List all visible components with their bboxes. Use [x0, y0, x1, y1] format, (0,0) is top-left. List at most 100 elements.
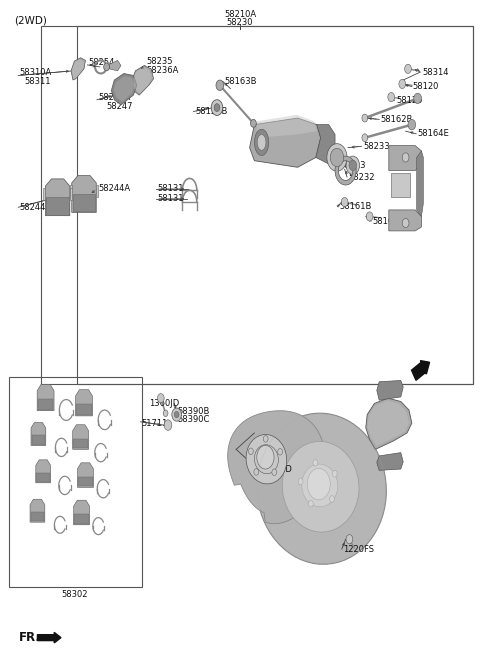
Polygon shape [250, 118, 321, 167]
Text: 58131: 58131 [157, 184, 184, 194]
Circle shape [278, 449, 283, 455]
Ellipse shape [254, 445, 278, 474]
Polygon shape [316, 125, 335, 164]
Text: 1220FS: 1220FS [343, 544, 374, 554]
Text: 58131: 58131 [157, 194, 184, 203]
Polygon shape [77, 463, 93, 487]
Ellipse shape [257, 413, 386, 564]
Ellipse shape [246, 434, 287, 484]
Circle shape [388, 92, 395, 102]
Polygon shape [417, 151, 423, 216]
Bar [391, 173, 410, 197]
Polygon shape [31, 512, 44, 522]
Circle shape [362, 114, 368, 122]
Text: 58247: 58247 [107, 102, 133, 111]
Circle shape [332, 470, 337, 477]
Polygon shape [132, 66, 154, 95]
Polygon shape [74, 500, 89, 525]
Text: 58302: 58302 [61, 590, 88, 600]
Circle shape [211, 100, 223, 115]
Circle shape [272, 469, 276, 476]
Polygon shape [109, 60, 121, 71]
Polygon shape [30, 499, 45, 522]
Text: 58236A: 58236A [146, 66, 179, 75]
Polygon shape [377, 380, 403, 400]
Bar [41, 26, 473, 384]
Circle shape [399, 79, 406, 89]
Bar [77, 26, 473, 384]
Polygon shape [257, 115, 317, 138]
Text: (2WD): (2WD) [14, 16, 47, 26]
Text: 58164E: 58164E [418, 129, 449, 138]
Polygon shape [43, 188, 45, 200]
Text: 58230: 58230 [227, 18, 253, 27]
Circle shape [313, 460, 318, 466]
Circle shape [362, 134, 368, 142]
Text: 51711: 51711 [142, 419, 168, 428]
Polygon shape [38, 399, 53, 409]
Polygon shape [70, 188, 72, 200]
Text: 58411D: 58411D [259, 464, 292, 474]
Polygon shape [75, 390, 93, 416]
Text: 58164E: 58164E [372, 216, 404, 226]
Circle shape [263, 436, 268, 442]
Ellipse shape [330, 148, 344, 167]
Ellipse shape [346, 156, 360, 174]
Polygon shape [114, 76, 134, 102]
Circle shape [254, 468, 259, 475]
Circle shape [249, 448, 253, 455]
Text: 58254: 58254 [89, 58, 115, 67]
Polygon shape [389, 210, 421, 231]
Text: 58237A: 58237A [98, 92, 131, 102]
Polygon shape [32, 436, 45, 445]
Polygon shape [76, 404, 92, 415]
Polygon shape [46, 197, 69, 215]
Circle shape [408, 119, 416, 130]
Circle shape [414, 93, 421, 104]
Text: 58127B: 58127B [195, 107, 227, 116]
Text: 58163B: 58163B [224, 77, 257, 86]
Circle shape [172, 408, 181, 421]
Text: 58310A: 58310A [19, 68, 51, 77]
Bar [9, 377, 142, 587]
Polygon shape [72, 176, 96, 213]
Text: 58125: 58125 [396, 96, 422, 105]
Text: 58314: 58314 [422, 68, 449, 77]
Polygon shape [111, 73, 137, 105]
Text: 58235: 58235 [146, 57, 173, 66]
Polygon shape [36, 473, 50, 482]
Circle shape [402, 153, 409, 162]
Polygon shape [389, 146, 421, 171]
Circle shape [405, 64, 411, 73]
Text: 58244A: 58244A [98, 184, 131, 194]
Ellipse shape [282, 441, 359, 532]
Circle shape [346, 535, 353, 544]
FancyArrow shape [37, 632, 61, 643]
Polygon shape [45, 179, 70, 216]
Circle shape [330, 496, 335, 502]
Text: 58213: 58213 [339, 161, 365, 170]
Ellipse shape [302, 464, 337, 507]
Text: 58120: 58120 [413, 82, 439, 91]
Polygon shape [73, 425, 88, 449]
Text: 58162B: 58162B [381, 115, 413, 124]
Circle shape [251, 119, 256, 127]
Polygon shape [377, 453, 403, 470]
FancyArrow shape [411, 361, 430, 380]
Circle shape [307, 468, 330, 500]
Polygon shape [36, 460, 50, 483]
Circle shape [104, 63, 109, 71]
Text: FR.: FR. [19, 631, 41, 644]
Text: 58210A: 58210A [224, 10, 256, 19]
Text: 58311: 58311 [24, 77, 51, 86]
Circle shape [366, 212, 373, 221]
Text: 58390B: 58390B [178, 407, 210, 416]
Circle shape [157, 394, 164, 403]
Ellipse shape [327, 144, 347, 171]
Text: 58244A: 58244A [19, 203, 51, 212]
Text: 58390C: 58390C [178, 415, 210, 424]
Text: 58232: 58232 [348, 173, 375, 182]
Polygon shape [74, 514, 89, 523]
Polygon shape [133, 68, 152, 93]
Polygon shape [70, 184, 72, 197]
